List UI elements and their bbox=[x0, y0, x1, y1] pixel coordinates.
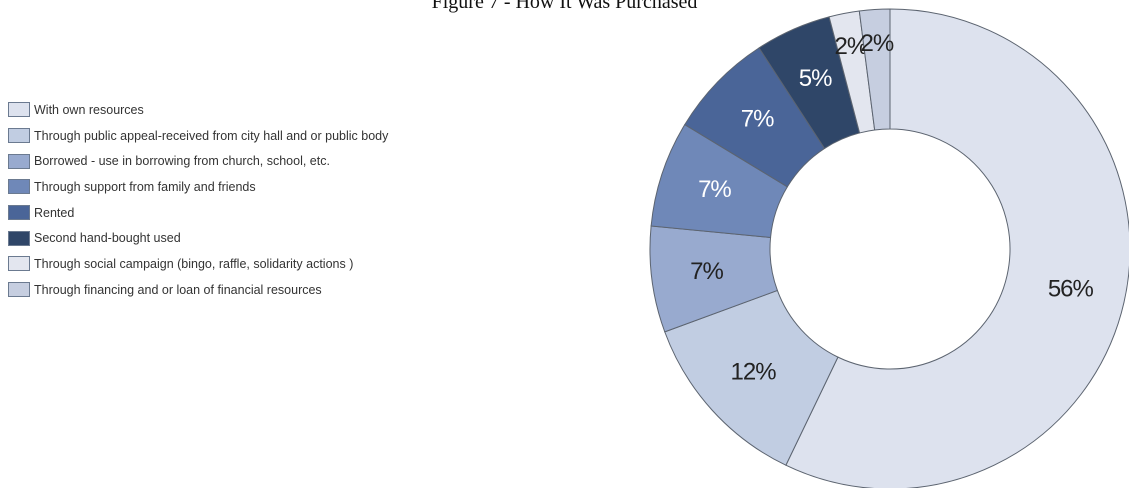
slice-data-label: 56% bbox=[1048, 276, 1094, 303]
slice-data-label: 7% bbox=[698, 176, 731, 203]
legend-swatch bbox=[8, 179, 30, 195]
legend-item: Borrowed - use in borrowing from church,… bbox=[8, 148, 568, 174]
slice-data-label: 7% bbox=[690, 258, 723, 285]
slice-data-label: 12% bbox=[731, 359, 777, 386]
legend-item: Through social campaign (bingo, raffle, … bbox=[8, 251, 568, 277]
legend-swatch bbox=[8, 102, 30, 118]
legend-label: Borrowed - use in borrowing from church,… bbox=[34, 154, 330, 169]
legend-item: Through support from family and friends bbox=[8, 174, 568, 200]
legend-item: Second hand-bought used bbox=[8, 225, 568, 251]
legend-swatch bbox=[8, 282, 30, 298]
legend-swatch bbox=[8, 230, 30, 246]
legend-swatch bbox=[8, 205, 30, 221]
legend-item: Rented bbox=[8, 200, 568, 226]
legend-label: Through financing and or loan of financi… bbox=[34, 282, 322, 297]
legend-swatch bbox=[8, 128, 30, 144]
slice-data-label: 5% bbox=[799, 65, 832, 92]
donut-slice bbox=[858, 8, 891, 131]
legend-label: Through support from family and friends bbox=[34, 179, 256, 194]
legend-item: With own resources bbox=[8, 97, 568, 123]
legend-swatch bbox=[8, 153, 30, 169]
chart-legend: With own resources Through public appeal-… bbox=[8, 97, 568, 303]
legend-label: Second hand-bought used bbox=[34, 231, 181, 246]
chart-title: Figure 7 - How It Was Purchased bbox=[431, 0, 698, 13]
slice-data-label: 2% bbox=[861, 30, 894, 57]
donut-slice bbox=[785, 8, 1129, 488]
slice-data-label: 7% bbox=[741, 106, 774, 133]
legend-item: Through public appeal-received from city… bbox=[8, 123, 568, 149]
legend-item: Through financing and or loan of financi… bbox=[8, 277, 568, 303]
legend-label: Through social campaign (bingo, raffle, … bbox=[34, 256, 354, 271]
legend-swatch bbox=[8, 256, 30, 272]
legend-label: With own resources bbox=[34, 102, 144, 117]
legend-label: Rented bbox=[34, 205, 75, 220]
legend-label: Through public appeal-received from city… bbox=[34, 128, 389, 143]
